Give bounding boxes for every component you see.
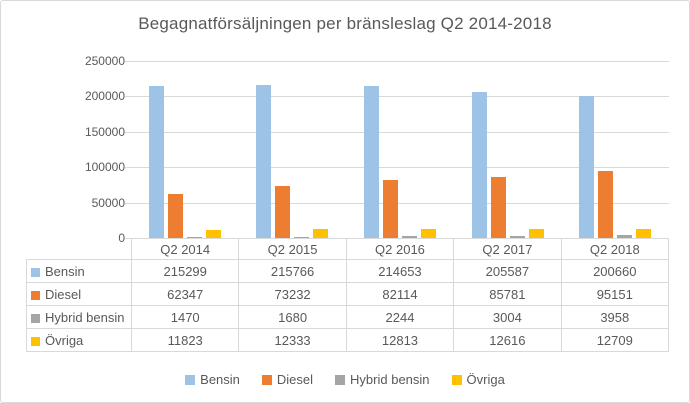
table-cell-hybrid-bensin-q2-2017: 3004	[453, 305, 562, 329]
data-table: Q2 2014 Q2 2015 Q2 2016 Q2 2017 Q2 2018 Bensi…	[26, 238, 670, 352]
y-axis-tick-label: 250000	[84, 54, 125, 68]
bar-group-q2-2018	[561, 61, 669, 238]
table-row-header-ovriga: Övriga	[26, 328, 132, 352]
legend-hybrid-bensin-swatch-icon	[335, 374, 346, 385]
table-row-diesel: Diesel 62347 73232 82114 85781 95151	[26, 282, 670, 306]
table-cell-ovriga-q2-2018: 12709	[560, 328, 670, 352]
diesel-swatch-icon	[31, 290, 40, 300]
bar-bensin-q2-2015	[256, 85, 272, 238]
bar-ovriga-q2-2017	[528, 229, 544, 238]
table-cell-hybrid-bensin-q2-2014: 1470	[130, 305, 240, 329]
bar-hybrid-bensin-q2-2018	[617, 235, 633, 238]
y-axis-tick-label: 50000	[91, 195, 125, 210]
table-cell-bensin-q2-2018: 200660	[560, 259, 670, 283]
legend-label-hybrid-bensin: Hybrid bensin	[350, 372, 430, 387]
table-cell-diesel-q2-2014: 62347	[130, 282, 240, 306]
table-cell-diesel-q2-2017: 85781	[453, 282, 562, 306]
bensin-swatch-icon	[31, 267, 40, 277]
table-cell-ovriga-q2-2015: 12333	[238, 328, 347, 352]
table-column-header-q2-2016: Q2 2016	[345, 238, 455, 260]
legend-item-bensin: Bensin	[185, 372, 240, 387]
bar-bensin-q2-2018	[579, 95, 595, 238]
table-cell-hybrid-bensin-q2-2018: 3958	[560, 305, 670, 329]
legend-ovriga-swatch-icon	[451, 374, 462, 385]
legend-diesel-swatch-icon	[261, 374, 272, 385]
table-column-header-q2-2018: Q2 2018	[560, 238, 670, 260]
table-cell-ovriga-q2-2017: 12616	[453, 328, 562, 352]
bar-hybrid-bensin-q2-2015	[294, 236, 310, 238]
chart-title: Begagnatförsäljningen per bränsleslag Q2…	[138, 14, 552, 33]
hybrid-bensin-swatch-icon	[31, 313, 40, 323]
table-corner-cell	[27, 239, 132, 260]
bar-hybrid-bensin-q2-2016	[401, 236, 417, 238]
legend-label-diesel: Diesel	[276, 372, 314, 387]
bar-ovriga-q2-2016	[420, 228, 436, 238]
bar-bensin-q2-2014	[148, 85, 164, 238]
legend-item-diesel: Diesel	[261, 372, 314, 387]
series-name-label: Hybrid bensin	[45, 309, 125, 325]
table-cell-bensin-q2-2016: 214653	[345, 259, 455, 283]
table-row-header-diesel: Diesel	[26, 282, 132, 306]
table-column-header-q2-2014: Q2 2014	[130, 238, 240, 260]
gridline	[125, 167, 669, 169]
table-cell-hybrid-bensin-q2-2016: 2244	[345, 305, 455, 329]
bar-group-q2-2015	[239, 61, 347, 238]
table-cell-bensin-q2-2015: 215766	[238, 259, 347, 283]
bar-diesel-q2-2018	[598, 170, 614, 238]
bar-group-q2-2014	[131, 61, 239, 238]
table-row-ovriga: Övriga 11823 12333 12813 12616 12709	[26, 328, 670, 352]
table-column-header-q2-2017: Q2 2017	[453, 238, 562, 260]
series-name-label: Bensin	[45, 263, 85, 279]
series-name-label: Diesel	[45, 286, 82, 302]
bar-ovriga-q2-2014	[205, 229, 221, 238]
legend-bensin-swatch-icon	[185, 374, 196, 385]
table-cell-diesel-q2-2015: 73232	[238, 282, 347, 306]
legend-item-ovriga: Övriga	[451, 372, 505, 387]
table-row-hybrid-bensin: Hybrid bensin 1470 1680 2244 3004 3958	[26, 305, 670, 329]
bar-hybrid-bensin-q2-2014	[186, 236, 202, 238]
table-cell-hybrid-bensin-q2-2015: 1680	[238, 305, 347, 329]
legend-label-ovriga: Övriga	[466, 372, 505, 387]
bar-bensin-q2-2017	[471, 92, 487, 238]
bar-ovriga-q2-2015	[313, 229, 329, 238]
y-axis-tick-label: 200000	[84, 89, 125, 104]
y-axis: 0 50000 100000 150000 200000 250000	[1, 54, 125, 245]
table-column-header-q2-2015: Q2 2015	[238, 238, 347, 260]
legend-item-hybrid-bensin: Hybrid bensin	[335, 372, 430, 387]
table-row-header-hybrid-bensin: Hybrid bensin	[26, 305, 132, 329]
bar-groups	[131, 61, 669, 238]
y-axis-tick-label: 100000	[84, 160, 125, 175]
bar-diesel-q2-2014	[167, 193, 183, 238]
bar-group-q2-2017	[454, 61, 562, 238]
bar-diesel-q2-2015	[275, 186, 291, 238]
y-axis-tick-label: 0	[118, 231, 125, 245]
bar-group-q2-2016	[346, 61, 454, 238]
series-name-label: Övriga	[45, 332, 84, 348]
table-cell-bensin-q2-2017: 205587	[453, 259, 562, 283]
gridline	[125, 96, 669, 98]
table-row-header-bensin: Bensin	[26, 259, 132, 283]
table-cell-bensin-q2-2014: 215299	[130, 259, 240, 283]
ovriga-swatch-icon	[31, 336, 40, 346]
y-axis-tick-label: 150000	[84, 124, 125, 139]
gridline	[125, 61, 669, 62]
table-cell-diesel-q2-2016: 82114	[345, 282, 455, 306]
table-header-row: Q2 2014 Q2 2015 Q2 2016 Q2 2017 Q2 2018	[27, 238, 670, 260]
bar-bensin-q2-2016	[363, 86, 379, 238]
table-cell-ovriga-q2-2014: 11823	[130, 328, 240, 352]
table-cell-ovriga-q2-2016: 12813	[345, 328, 455, 352]
legend-label-bensin: Bensin	[200, 372, 240, 387]
table-row-bensin: Bensin 215299 215766 214653 205587 200660	[26, 259, 670, 283]
bar-diesel-q2-2017	[490, 177, 506, 238]
gridline	[125, 131, 669, 133]
bar-hybrid-bensin-q2-2017	[509, 235, 525, 238]
legend: Bensin Diesel Hybrid bensin Övriga	[1, 372, 689, 387]
bar-diesel-q2-2016	[382, 179, 398, 238]
bar-ovriga-q2-2018	[636, 229, 652, 238]
plot-area	[125, 61, 669, 239]
table-cell-diesel-q2-2018: 95151	[560, 282, 670, 306]
